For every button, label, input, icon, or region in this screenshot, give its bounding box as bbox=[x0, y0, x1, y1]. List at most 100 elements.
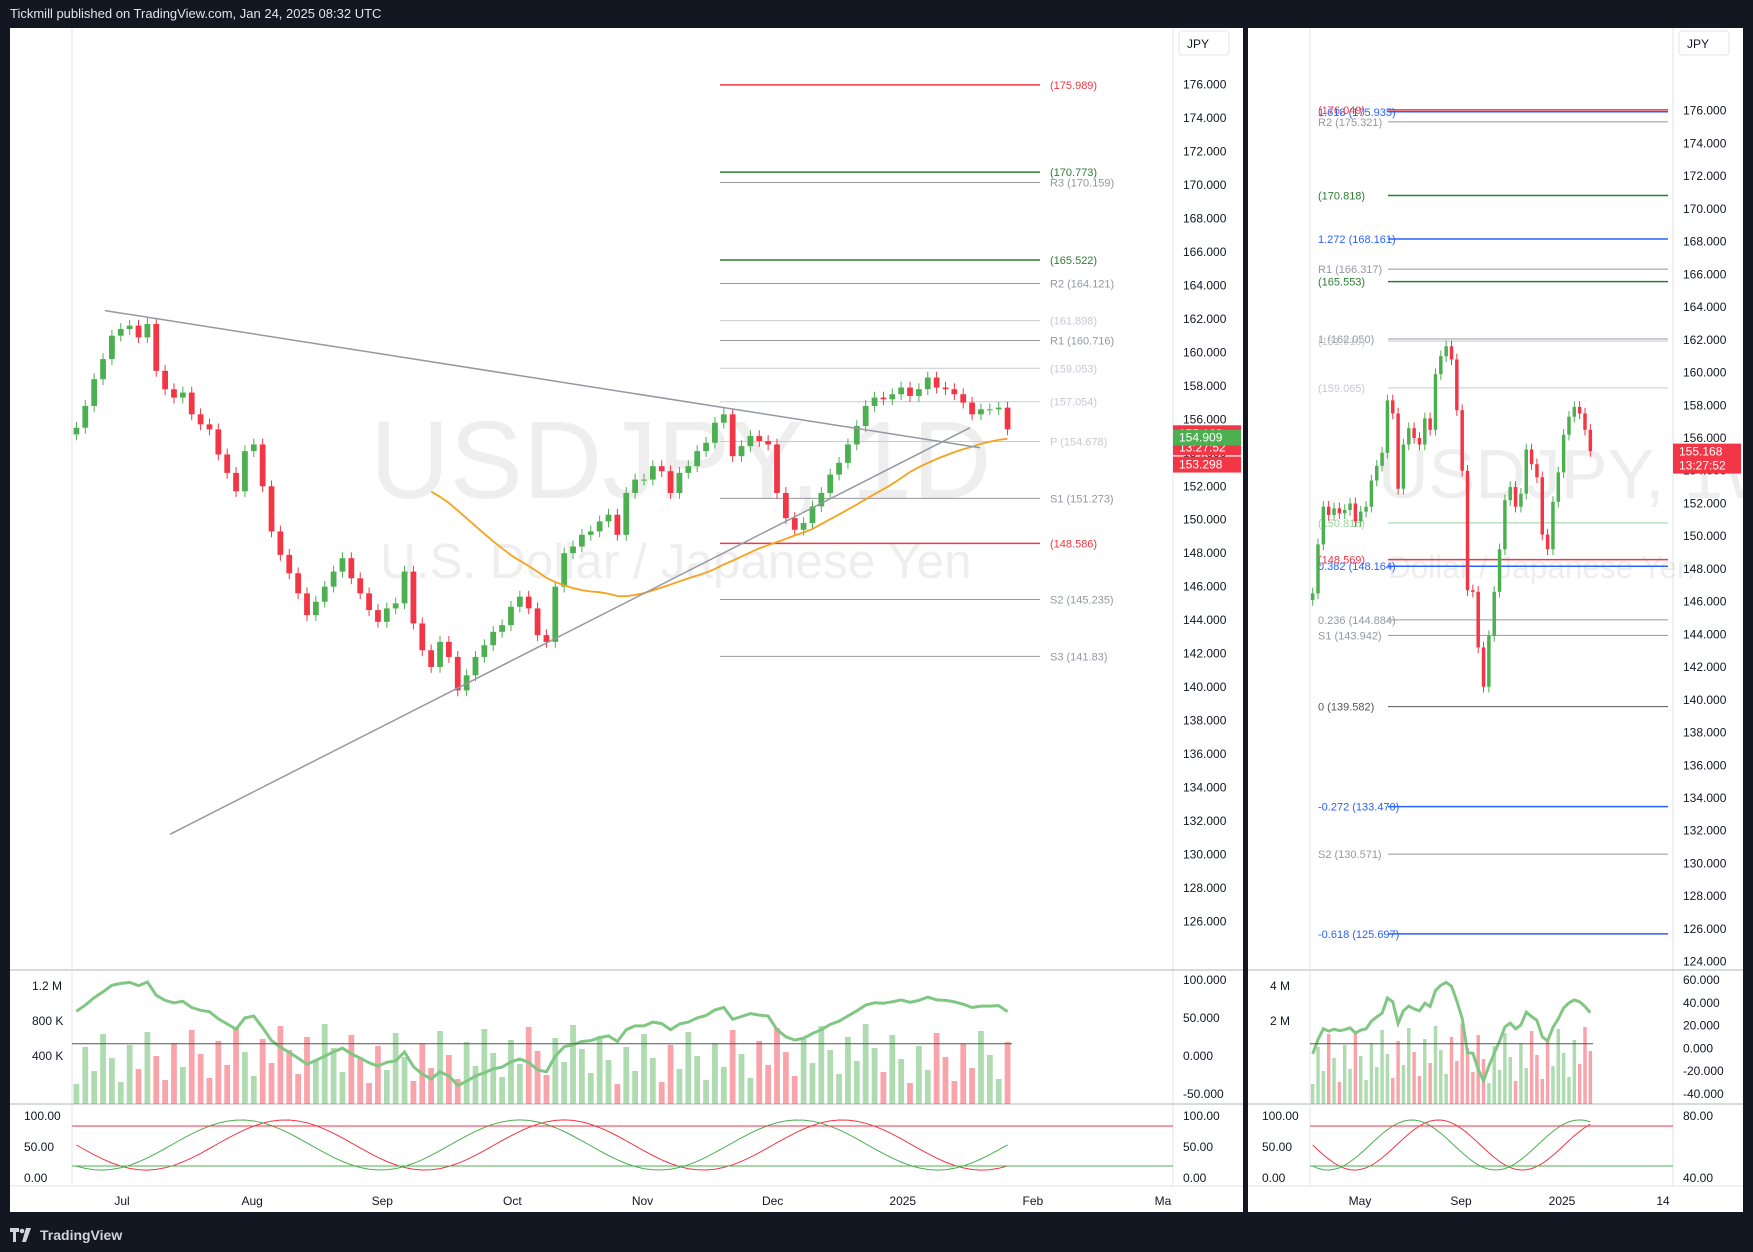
volume-bar bbox=[437, 1031, 443, 1104]
stochastic-line bbox=[76, 1119, 1008, 1171]
volume-bar bbox=[1540, 1079, 1545, 1104]
candle-body bbox=[401, 571, 408, 604]
volume-bar bbox=[1567, 1077, 1571, 1104]
volume-bar bbox=[1364, 1080, 1368, 1104]
volume-bar bbox=[1348, 1069, 1352, 1104]
weekly-chart[interactable]: USDJPY, 1WDollar / Japanese YenJPY176.00… bbox=[1248, 28, 1753, 1212]
price-tick-label: 156.000 bbox=[1183, 412, 1227, 426]
price-tick-label: 166.000 bbox=[1683, 267, 1727, 281]
candle-body bbox=[1449, 346, 1454, 360]
description-watermark: Dollar / Japanese Yen bbox=[1388, 549, 1694, 585]
tradingview-logo[interactable]: TradingView bbox=[10, 1220, 122, 1250]
time-axis-label: Nov bbox=[632, 1194, 653, 1208]
candle-body bbox=[632, 479, 638, 493]
volume-bar bbox=[579, 1049, 585, 1104]
candle-body bbox=[916, 389, 922, 396]
volume-bar bbox=[1316, 1047, 1320, 1104]
price-tick-label: 156.000 bbox=[1683, 431, 1727, 445]
volume-bar bbox=[907, 1083, 913, 1104]
daily-chart[interactable]: USDJPY, 1D U.S. Dollar / Japanese Yen JPY 1… bbox=[10, 28, 1243, 1212]
candle-body bbox=[933, 377, 940, 388]
time-axis-label: 14 bbox=[1656, 1194, 1670, 1208]
volume-bar bbox=[836, 1074, 842, 1104]
candle-body bbox=[1337, 508, 1342, 514]
candle-body bbox=[720, 414, 727, 423]
volume-bar bbox=[1407, 1028, 1411, 1104]
candle-body bbox=[614, 514, 621, 535]
brand-name: TradingView bbox=[40, 1227, 123, 1243]
oscillator-tick-label: 40.000 bbox=[1683, 996, 1720, 1010]
candle-body bbox=[1529, 449, 1534, 465]
volume-bar bbox=[791, 1076, 798, 1104]
candle-body bbox=[960, 394, 967, 403]
volume-bar bbox=[366, 1083, 372, 1104]
candle-body bbox=[1348, 503, 1352, 510]
volume-bar bbox=[623, 1047, 630, 1104]
price-tick-label: 138.000 bbox=[1683, 726, 1727, 740]
description-watermark: U.S. Dollar / Japanese Yen bbox=[380, 534, 972, 589]
volume-bar bbox=[986, 1055, 993, 1104]
volume-bar bbox=[179, 1067, 186, 1104]
candle-body bbox=[1423, 418, 1427, 445]
price-tick-label: 168.000 bbox=[1183, 212, 1227, 226]
volume-bar bbox=[916, 1046, 922, 1104]
weekly-chart-panel[interactable]: USDJPY, 1WDollar / Japanese YenJPY176.00… bbox=[1248, 28, 1753, 1212]
volume-bar bbox=[1396, 1041, 1400, 1104]
candle-body bbox=[126, 325, 133, 329]
stochastic-left-label: 100.00 bbox=[1262, 1109, 1299, 1123]
volume-bar bbox=[765, 1065, 772, 1104]
candle-body bbox=[357, 578, 364, 594]
level-label: 0.236 (144.884) bbox=[1318, 615, 1396, 627]
level-label: (148.586) bbox=[1050, 538, 1097, 550]
candle-body bbox=[765, 441, 772, 445]
candle-body bbox=[375, 610, 381, 622]
candle-body bbox=[1326, 506, 1331, 515]
volume-scale-label: 800 K bbox=[32, 1014, 63, 1028]
volume-bar bbox=[82, 1047, 89, 1104]
candle-body bbox=[942, 387, 949, 390]
candle-body bbox=[1567, 416, 1571, 435]
price-tick-label: 168.000 bbox=[1683, 235, 1727, 249]
candle-body bbox=[188, 392, 195, 415]
candle-body bbox=[1407, 428, 1411, 445]
volume-bar bbox=[1326, 1034, 1331, 1104]
volume-bar bbox=[1385, 1054, 1390, 1104]
volume-bar bbox=[499, 1077, 505, 1104]
candle-body bbox=[738, 446, 745, 457]
candle-body bbox=[1487, 636, 1491, 687]
candle-body bbox=[1551, 501, 1555, 550]
volume-bar bbox=[250, 1076, 257, 1104]
price-tick-label: 134.000 bbox=[1183, 780, 1227, 794]
candle-body bbox=[1503, 500, 1507, 550]
candle-body bbox=[596, 521, 603, 532]
price-tick-label: 128.000 bbox=[1183, 881, 1227, 895]
candle-body bbox=[1583, 413, 1587, 430]
candle-body bbox=[321, 586, 328, 602]
volume-bar bbox=[809, 1063, 816, 1104]
volume-bar bbox=[100, 1034, 106, 1104]
oscillator-tick-label: -20.000 bbox=[1683, 1064, 1724, 1078]
volume-bar bbox=[454, 1079, 461, 1104]
volume-bar bbox=[1423, 1039, 1427, 1104]
candle-body bbox=[508, 606, 514, 626]
daily-chart-panel[interactable]: USDJPY, 1D U.S. Dollar / Japanese Yen JPY 1… bbox=[10, 28, 1243, 1212]
candle-body bbox=[1332, 508, 1336, 515]
volume-bar bbox=[570, 1025, 576, 1104]
level-label: S1 (143.942) bbox=[1318, 630, 1382, 642]
candle-body bbox=[1396, 413, 1400, 489]
volume-bar bbox=[1369, 1043, 1374, 1104]
volume-bar bbox=[782, 1052, 789, 1104]
price-tick-label: 174.000 bbox=[1183, 111, 1227, 125]
volume-bar bbox=[268, 1063, 275, 1104]
level-label: (157.054) bbox=[1050, 397, 1097, 409]
price-tick-label: 146.000 bbox=[1683, 595, 1727, 609]
candle-body bbox=[1375, 465, 1379, 481]
trendline bbox=[104, 309, 981, 449]
volume-bar bbox=[109, 1058, 115, 1104]
volume-bar bbox=[144, 1032, 151, 1104]
candle-body bbox=[304, 593, 310, 616]
volume-bar bbox=[1380, 1030, 1384, 1104]
candle-body bbox=[561, 553, 568, 587]
candle-body bbox=[1380, 452, 1384, 466]
volume-bar bbox=[880, 1072, 887, 1104]
